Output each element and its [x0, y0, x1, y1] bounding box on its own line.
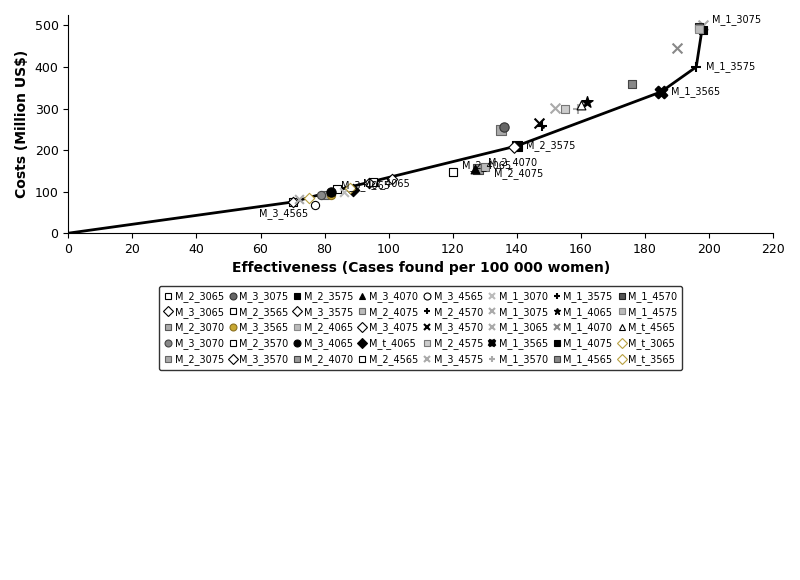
- Point: [549, 103, 562, 113]
- Text: M_2_4075: M_2_4075: [494, 168, 544, 179]
- Point: [626, 80, 638, 89]
- Point: [574, 100, 587, 110]
- Point: [696, 26, 709, 35]
- Point: [286, 197, 299, 206]
- Text: M_3_4565: M_3_4565: [259, 208, 309, 219]
- Point: [693, 24, 706, 34]
- Point: [693, 23, 706, 32]
- Point: [472, 164, 485, 173]
- Point: [315, 190, 328, 200]
- Y-axis label: Costs (Million US$): Costs (Million US$): [15, 50, 29, 198]
- Point: [469, 165, 482, 174]
- Text: M_1_3565: M_1_3565: [670, 86, 720, 97]
- Point: [309, 200, 322, 209]
- Point: [536, 121, 549, 130]
- Point: [533, 118, 546, 128]
- Point: [293, 194, 306, 204]
- Point: [478, 162, 491, 171]
- Point: [670, 44, 683, 53]
- Legend: M_2_3065, M_3_3065, M_2_3070, M_3_3070, M_2_3075, M_3_3075, M_2_3565, M_3_3565, : M_2_3065, M_3_3065, M_2_3070, M_3_3070, …: [159, 286, 682, 369]
- Point: [654, 87, 667, 96]
- X-axis label: Effectiveness (Cases found per 100 000 women): Effectiveness (Cases found per 100 000 w…: [231, 262, 610, 275]
- Point: [363, 178, 376, 187]
- Text: M_3_4065: M_3_4065: [341, 180, 390, 191]
- Point: [347, 185, 360, 194]
- Point: [338, 187, 350, 196]
- Text: M_2_3575: M_2_3575: [526, 140, 576, 151]
- Point: [446, 167, 459, 176]
- Text: M_1_3575: M_1_3575: [706, 61, 755, 72]
- Point: [510, 142, 523, 151]
- Point: [366, 178, 379, 187]
- Point: [494, 125, 507, 135]
- Point: [331, 184, 344, 193]
- Point: [318, 190, 331, 199]
- Point: [446, 167, 459, 176]
- Text: M_1_3075: M_1_3075: [712, 14, 762, 24]
- Point: [558, 104, 571, 113]
- Point: [302, 194, 315, 203]
- Point: [325, 190, 338, 200]
- Point: [571, 104, 584, 113]
- Point: [690, 62, 702, 71]
- Point: [498, 122, 510, 132]
- Point: [696, 21, 709, 30]
- Text: M_t_4065: M_t_4065: [363, 178, 410, 189]
- Point: [325, 187, 338, 196]
- Point: [286, 197, 299, 206]
- Text: M_2_4070: M_2_4070: [488, 157, 537, 168]
- Point: [507, 142, 520, 151]
- Point: [386, 175, 398, 184]
- Point: [344, 184, 357, 193]
- Point: [581, 97, 594, 107]
- Text: M_2_4065: M_2_4065: [462, 160, 511, 171]
